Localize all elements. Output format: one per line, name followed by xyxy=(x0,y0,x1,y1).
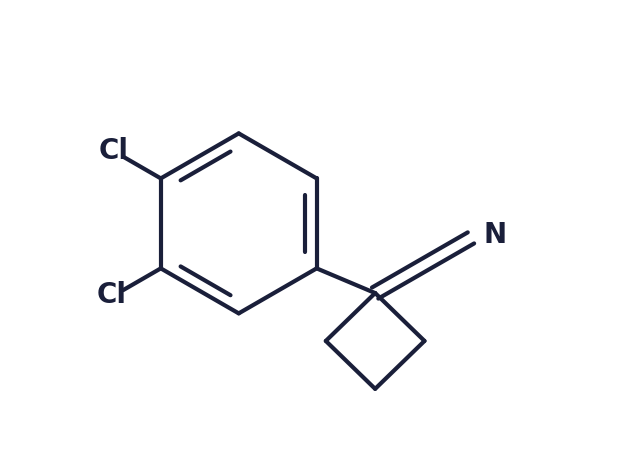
Text: Cl: Cl xyxy=(99,137,129,165)
Text: Cl: Cl xyxy=(97,282,127,309)
Text: N: N xyxy=(484,221,507,249)
